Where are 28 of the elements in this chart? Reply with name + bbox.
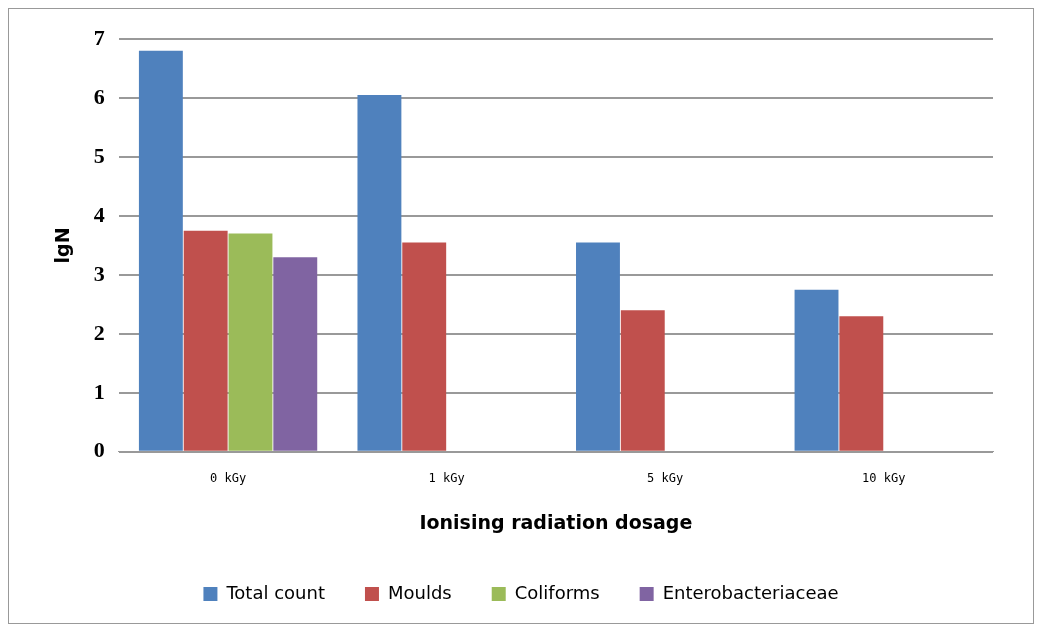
bar <box>576 242 620 451</box>
x-tick-label: 10 kGy <box>862 471 906 486</box>
bar <box>620 310 665 451</box>
bar <box>794 289 839 451</box>
bar <box>138 50 183 451</box>
bar <box>402 242 447 451</box>
x-tick-label: 5 kGy <box>647 471 684 486</box>
legend-label: Total count <box>225 581 325 603</box>
y-tick-label: 5 <box>93 142 105 168</box>
y-axis-title: lgN <box>51 227 74 264</box>
bar <box>357 95 402 451</box>
bar <box>183 230 228 451</box>
y-tick-label: 0 <box>93 437 105 463</box>
y-tick-label: 3 <box>93 260 105 286</box>
legend-label: Enterobacteriaceae <box>662 581 839 603</box>
y-tick-label: 1 <box>93 378 105 404</box>
y-tick-label: 6 <box>93 83 105 109</box>
bar <box>273 257 318 451</box>
bar <box>228 233 273 451</box>
x-axis-title: Ionising radiation dosage <box>419 510 693 533</box>
legend-label: Moulds <box>387 581 452 603</box>
x-tick-label: 1 kGy <box>428 471 465 486</box>
y-tick-label: 2 <box>93 319 105 345</box>
y-tick-label: 4 <box>93 201 105 227</box>
bar <box>839 316 884 451</box>
legend-label: Coliforms <box>514 581 600 603</box>
x-tick-label: 0 kGy <box>210 471 247 486</box>
y-tick-label: 7 <box>93 24 105 50</box>
